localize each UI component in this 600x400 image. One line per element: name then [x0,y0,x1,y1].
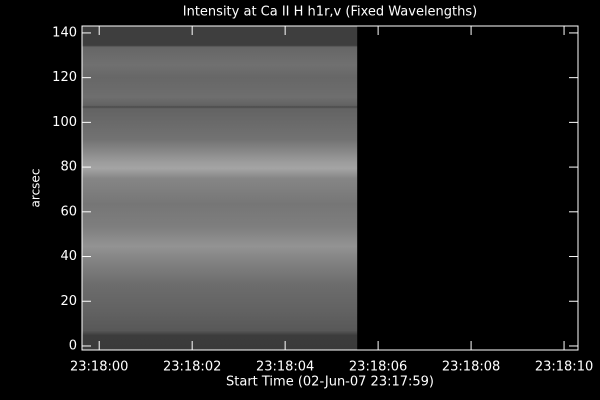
x-tick-label: 23:18:10 [535,360,593,375]
plot-frame [81,25,579,351]
x-tick-label: 23:18:02 [163,360,221,375]
y-tick-label: 40 [60,249,77,264]
x-tick-label: 23:18:06 [349,360,407,375]
y-tick-label: 140 [52,25,77,40]
y-tick-label: 20 [60,294,77,309]
x-axis-label: Start Time (02-Jun-07 23:17:59) [226,375,434,390]
y-tick-label: 120 [52,70,77,85]
y-tick-label: 80 [60,160,77,175]
y-tick-label: 60 [60,204,77,219]
chart-title: Intensity at Ca II H h1r,v (Fixed Wavele… [183,5,477,20]
y-axis-label: arcsec [29,169,43,208]
intensity-image [82,26,358,350]
x-tick-label: 23:18:00 [70,360,128,375]
x-tick-label: 23:18:08 [442,360,500,375]
x-tick-label: 23:18:04 [256,360,314,375]
y-tick-label: 100 [52,115,77,130]
y-tick-label: 0 [69,338,77,353]
